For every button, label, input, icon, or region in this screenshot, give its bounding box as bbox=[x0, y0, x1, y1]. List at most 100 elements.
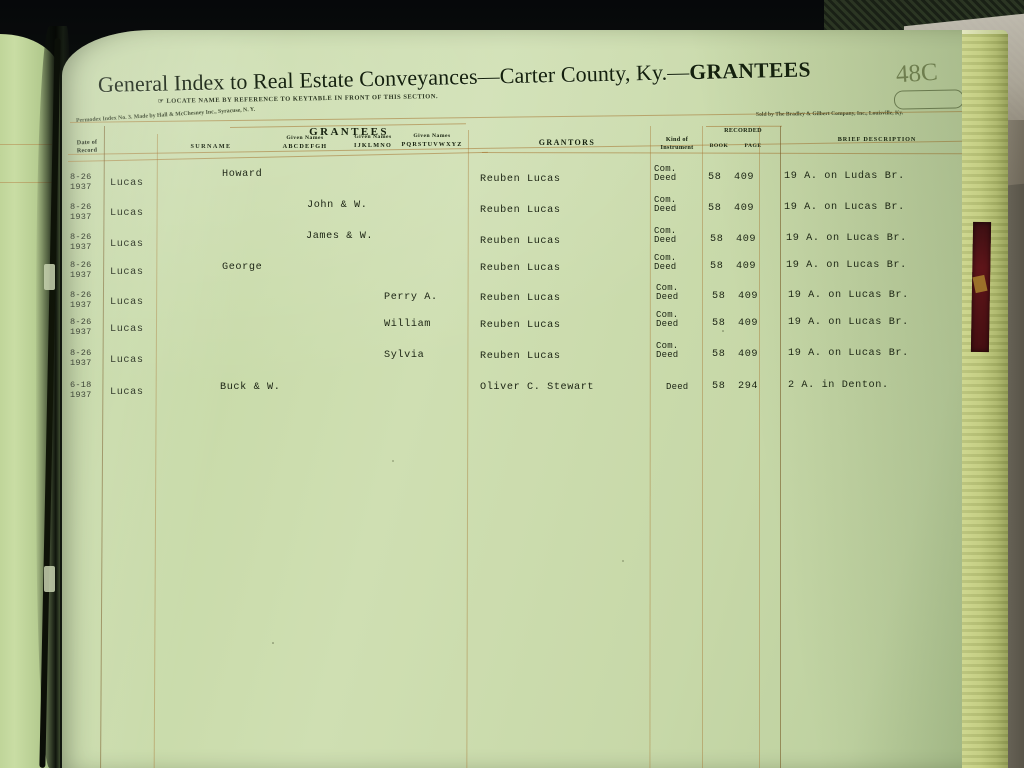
header-recorded: RECORDED bbox=[724, 127, 762, 134]
header-given-abcdefgh: ABCDEFGH bbox=[282, 143, 328, 150]
cell-kind-line1: Com. bbox=[654, 164, 677, 174]
paper-speck bbox=[272, 642, 274, 644]
ledger-page: General Index to Real Estate Conveyances… bbox=[62, 30, 980, 768]
header-date-line1: Date of bbox=[76, 138, 98, 147]
header-given-names-b: Given Names bbox=[354, 134, 392, 140]
header-given-names-c: Given Names bbox=[413, 133, 451, 139]
col-rule-date bbox=[100, 125, 105, 768]
col-rule-surname bbox=[153, 133, 158, 768]
cell-surname: Lucas bbox=[110, 178, 144, 189]
cell-grantor: Reuben Lucas bbox=[480, 205, 561, 216]
cell-kind-line2: Deed bbox=[656, 292, 679, 302]
cell-book: 58 bbox=[710, 234, 724, 245]
cell-surname: Lucas bbox=[110, 208, 144, 219]
cell-date-year: 1937 bbox=[70, 212, 92, 222]
cell-date-md: 8-26 bbox=[70, 172, 92, 182]
cell-book: 58 bbox=[708, 172, 722, 183]
cell-book: 58 bbox=[710, 261, 724, 272]
col-rule-grantors bbox=[466, 129, 469, 768]
col-rule-kind bbox=[649, 125, 651, 768]
cell-date-year: 1937 bbox=[70, 270, 92, 280]
cell-description: 19 A. on Lucas Br. bbox=[784, 202, 905, 213]
cell-page: 409 bbox=[736, 234, 757, 245]
cell-given-abcdefgh: Buck & W. bbox=[220, 382, 281, 393]
header-page: PAGE bbox=[744, 143, 762, 149]
binding-stitch bbox=[44, 566, 55, 592]
header-kind-line2: Instrument bbox=[660, 144, 694, 151]
cell-surname: Lucas bbox=[110, 267, 144, 278]
cell-date-year: 1937 bbox=[70, 300, 92, 310]
cell-kind-line2: Deed bbox=[654, 262, 677, 272]
paper-speck bbox=[722, 330, 724, 332]
header-given-ijklmno: IJKLMNO bbox=[354, 142, 392, 149]
cell-surname: Lucas bbox=[110, 297, 144, 308]
cell-description: 19 A. on Lucas Br. bbox=[788, 290, 909, 301]
page-title-section: GRANTEES bbox=[689, 57, 812, 85]
cell-kind-line1: Com. bbox=[656, 283, 679, 293]
cell-kind-line2: Deed bbox=[666, 382, 689, 392]
col-rule-book bbox=[702, 126, 703, 768]
cell-kind-line2: Deed bbox=[654, 235, 677, 245]
cell-given-pqrstuvwxyz: William bbox=[384, 319, 431, 330]
header-grantors: GRANTORS bbox=[538, 138, 596, 147]
cell-page: 409 bbox=[738, 318, 759, 329]
cell-book: 58 bbox=[712, 381, 726, 392]
cell-date-md: 8-26 bbox=[70, 260, 92, 270]
cell-description: 2 A. in Denton. bbox=[788, 380, 889, 391]
cell-grantor: Oliver C. Stewart bbox=[480, 382, 595, 393]
cell-grantor: Reuben Lucas bbox=[480, 236, 561, 247]
paper-speck bbox=[622, 560, 624, 562]
cell-kind-line1: Com. bbox=[654, 253, 677, 263]
cell-kind-line2: Deed bbox=[656, 319, 679, 329]
paper-speck bbox=[392, 460, 394, 462]
cell-date-md: 8-26 bbox=[70, 290, 92, 300]
cell-page: 409 bbox=[738, 291, 759, 302]
cell-kind-line1: Com. bbox=[654, 195, 677, 205]
cell-grantor: Reuben Lucas bbox=[480, 351, 561, 362]
page-title-main: General Index to Real Estate Conveyances… bbox=[97, 59, 690, 97]
col-rule-page bbox=[759, 126, 760, 768]
cell-date-year: 1937 bbox=[70, 390, 92, 400]
cell-page: 409 bbox=[736, 261, 757, 272]
cell-grantor: Reuben Lucas bbox=[480, 263, 561, 274]
cell-description: 19 A. on Lucas Br. bbox=[788, 317, 909, 328]
header-date-line2: Record bbox=[76, 146, 98, 155]
col-rule-description bbox=[780, 126, 781, 768]
cell-date-md: 8-26 bbox=[70, 232, 92, 242]
cell-given-abcdefgh: Howard bbox=[222, 169, 263, 180]
cell-page: 409 bbox=[738, 349, 759, 360]
cell-date-year: 1937 bbox=[70, 242, 92, 252]
cell-given-pqrstuvwxyz: Sylvia bbox=[384, 350, 425, 361]
header-book: BOOK bbox=[709, 143, 729, 149]
binding-stitch bbox=[44, 264, 55, 290]
cell-description: 19 A. on Lucas Br. bbox=[786, 233, 907, 244]
cell-surname: Lucas bbox=[110, 355, 144, 366]
cell-book: 58 bbox=[708, 203, 722, 214]
cell-book: 58 bbox=[712, 349, 726, 360]
cell-date-year: 1937 bbox=[70, 358, 92, 368]
cell-given-abcdefgh: George bbox=[222, 262, 263, 273]
cell-date-year: 1937 bbox=[70, 182, 92, 192]
page-title: General Index to Real Estate Conveyances… bbox=[98, 53, 958, 98]
header-grantees: GRANTEES bbox=[309, 126, 389, 138]
cell-book: 58 bbox=[712, 291, 726, 302]
cell-date-year: 1937 bbox=[70, 327, 92, 337]
cell-kind-line2: Deed bbox=[654, 173, 677, 183]
page-block-fore-edge bbox=[962, 34, 1008, 768]
header-surname: SURNAME bbox=[190, 143, 232, 150]
cell-date-md: 8-26 bbox=[70, 348, 92, 358]
cell-kind-line2: Deed bbox=[656, 350, 679, 360]
cell-kind-line1: Com. bbox=[656, 310, 679, 320]
header-brief-description: BRIEF DESCRIPTION bbox=[837, 136, 917, 143]
cell-date-md: 6-18 bbox=[70, 380, 92, 390]
left-page-edge-text: Ky. bbox=[0, 151, 1, 158]
header-given-names-a: Given Names bbox=[286, 135, 324, 141]
cell-given-ijklmno: John & W. bbox=[307, 200, 368, 211]
cell-given-pqrstuvwxyz: Perry A. bbox=[384, 292, 438, 303]
cell-surname: Lucas bbox=[110, 239, 144, 250]
cell-given-ijklmno: James & W. bbox=[306, 231, 374, 242]
cell-grantor: Reuben Lucas bbox=[480, 320, 561, 331]
cell-page: 409 bbox=[734, 203, 755, 214]
cell-description: 19 A. on Lucas Br. bbox=[788, 348, 909, 359]
cell-grantor: Reuben Lucas bbox=[480, 174, 561, 185]
